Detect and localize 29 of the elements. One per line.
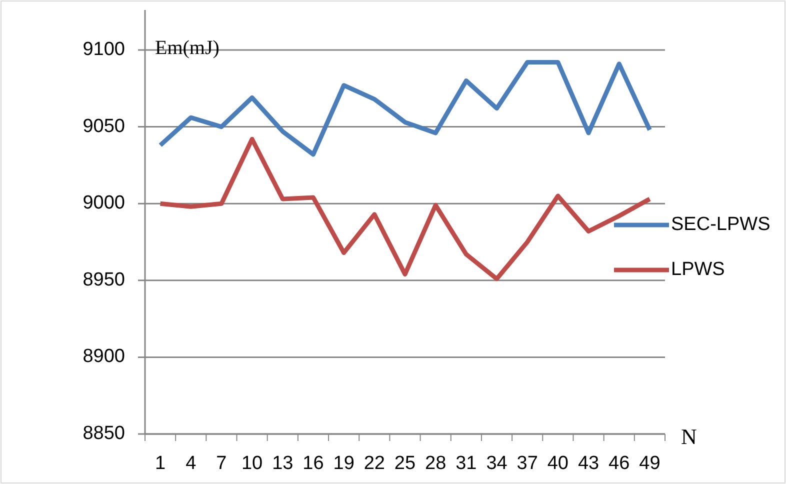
x-tick-label: 19 [333, 453, 354, 474]
x-tick-label: 16 [302, 453, 324, 474]
y-axis-title: Em(mJ) [155, 37, 220, 59]
x-tick-label: 13 [272, 453, 294, 474]
x-tick-label: 40 [547, 453, 569, 474]
y-tick-label: 9000 [82, 192, 125, 214]
x-tick-label: 49 [639, 453, 660, 474]
y-tick-label: 8850 [82, 423, 125, 444]
x-tick-label: 34 [486, 453, 508, 474]
x-axis-title: N [681, 424, 697, 449]
x-tick-label: 7 [216, 453, 227, 474]
y-tick-label: 8900 [82, 346, 125, 368]
y-tick-label: 9100 [82, 39, 125, 60]
legend-label: LPWS [671, 259, 725, 280]
x-tick-label: 25 [394, 453, 416, 474]
y-tick-label: 9050 [82, 116, 125, 137]
x-tick-label: 46 [608, 453, 630, 474]
line-series [158, 136, 652, 282]
x-tick-label: 31 [456, 453, 477, 474]
legend-label: SEC-LPWS [671, 214, 770, 236]
x-tick-label: 37 [516, 453, 538, 474]
x-tick-label: 10 [241, 453, 263, 474]
y-tick-label: 8950 [82, 269, 125, 290]
x-tick-label: 1 [155, 453, 166, 474]
x-tick-label: 43 [578, 453, 600, 474]
x-tick-label: 28 [425, 453, 446, 474]
x-tick-label: 4 [186, 453, 197, 474]
line-series [158, 60, 652, 157]
x-tick-label: 22 [364, 453, 385, 474]
